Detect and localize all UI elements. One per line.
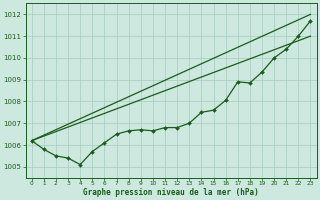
X-axis label: Graphe pression niveau de la mer (hPa): Graphe pression niveau de la mer (hPa) <box>83 188 259 197</box>
